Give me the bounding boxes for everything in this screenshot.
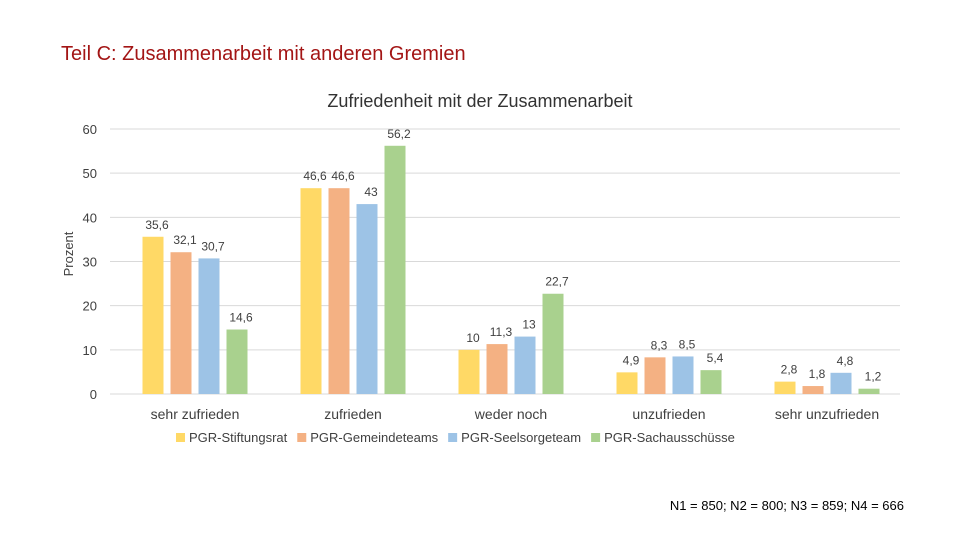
data-label: 5,4 bbox=[707, 351, 724, 365]
x-tick-label: sehr unzufrieden bbox=[775, 406, 879, 422]
bar-4-5 bbox=[858, 388, 880, 394]
legend-label-3: PGR-Seelsorgeteam bbox=[461, 430, 581, 445]
legend-swatch-3 bbox=[448, 433, 458, 442]
data-label: 8,5 bbox=[679, 337, 696, 351]
legend-label-2: PGR-Gemeindeteams bbox=[310, 430, 438, 445]
data-label: 1,8 bbox=[809, 367, 826, 381]
x-tick-label: sehr zufrieden bbox=[151, 406, 240, 422]
data-label: 22,7 bbox=[545, 275, 569, 289]
bar-4-3 bbox=[542, 293, 564, 394]
bar-3-3 bbox=[514, 336, 536, 394]
data-label: 14,6 bbox=[229, 311, 253, 325]
data-label: 11,3 bbox=[490, 325, 513, 339]
data-label: 2,8 bbox=[781, 363, 798, 377]
bar-3-1 bbox=[198, 258, 220, 394]
bar-2-2 bbox=[328, 188, 350, 394]
legend-swatch-4 bbox=[591, 433, 601, 442]
bar-4-1 bbox=[226, 329, 248, 394]
bar-1-2 bbox=[300, 188, 322, 394]
y-tick-label: 0 bbox=[90, 387, 97, 402]
y-tick-label: 40 bbox=[83, 210, 97, 225]
y-tick-label: 10 bbox=[83, 343, 97, 358]
bar-3-5 bbox=[830, 372, 852, 394]
x-tick-label: unzufrieden bbox=[632, 406, 705, 422]
bar-2-3 bbox=[486, 344, 508, 394]
bar-3-4 bbox=[672, 356, 694, 394]
y-tick-label: 50 bbox=[83, 166, 97, 181]
legend-swatch-2 bbox=[297, 433, 307, 442]
y-tick-label: 30 bbox=[83, 255, 97, 270]
legend-label-1: PGR-Stiftungsrat bbox=[189, 430, 288, 445]
bar-1-3 bbox=[458, 349, 480, 394]
x-tick-label: zufrieden bbox=[324, 406, 382, 422]
data-label: 30,7 bbox=[201, 239, 225, 253]
y-axis-label: Prozent bbox=[61, 231, 76, 276]
data-label: 32,1 bbox=[173, 233, 197, 247]
data-label: 46,6 bbox=[331, 169, 355, 183]
bar-3-2 bbox=[356, 204, 378, 394]
data-label: 56,2 bbox=[387, 127, 411, 141]
bar-4-4 bbox=[700, 370, 722, 394]
data-label: 4,9 bbox=[623, 353, 640, 367]
slide-title: Teil C: Zusammenarbeit mit anderen Gremi… bbox=[61, 43, 466, 65]
data-label: 8,3 bbox=[651, 338, 668, 352]
bar-1-5 bbox=[774, 381, 796, 394]
legend-label-4: PGR-Sachausschüsse bbox=[604, 430, 735, 445]
data-label: 35,6 bbox=[145, 218, 169, 232]
bar-2-4 bbox=[644, 357, 666, 394]
bar-2-5 bbox=[802, 386, 824, 394]
x-tick-label: weder noch bbox=[474, 406, 547, 422]
bar-1-4 bbox=[616, 372, 638, 394]
data-label: 1,2 bbox=[865, 370, 882, 384]
sample-size-footnote: N1 = 850; N2 = 800; N3 = 859; N4 = 666 bbox=[669, 498, 904, 513]
bar-1-1 bbox=[142, 236, 164, 394]
data-label: 43 bbox=[364, 185, 378, 199]
y-tick-label: 20 bbox=[83, 299, 97, 314]
bar-2-1 bbox=[170, 252, 192, 394]
bar-4-2 bbox=[384, 145, 406, 394]
data-label: 10 bbox=[466, 331, 480, 345]
data-label: 13 bbox=[522, 318, 536, 332]
chart-title: Zufriedenheit mit der Zusammenarbeit bbox=[327, 91, 632, 111]
y-tick-label: 60 bbox=[83, 122, 97, 137]
data-label: 46,6 bbox=[303, 169, 327, 183]
legend-swatch-1 bbox=[176, 433, 185, 442]
data-label: 4,8 bbox=[837, 354, 854, 368]
